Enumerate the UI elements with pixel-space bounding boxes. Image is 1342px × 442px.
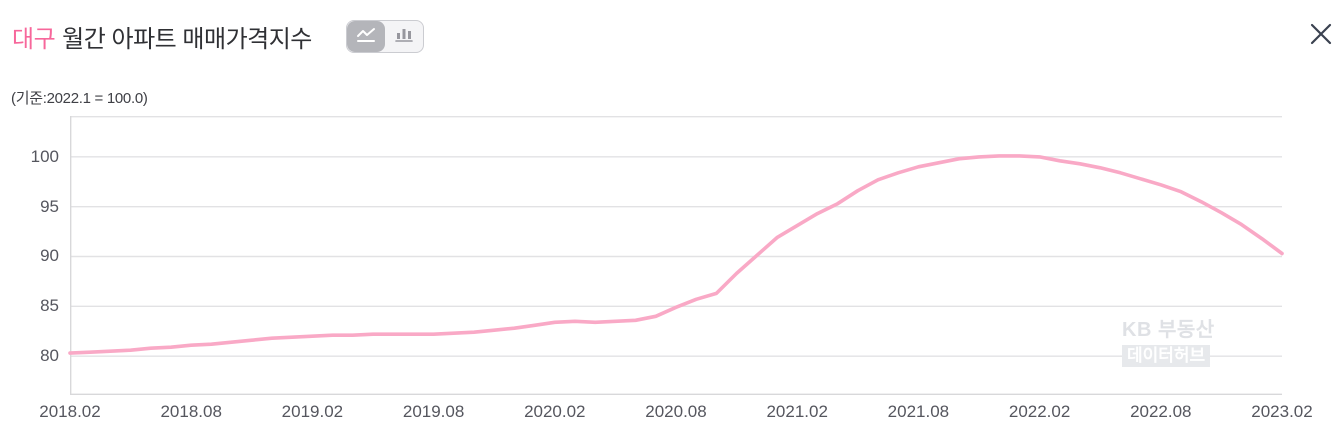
x-axis-tick-label: 2018.02 (39, 402, 101, 421)
x-axis-tick-label: 2020.02 (524, 402, 586, 421)
x-axis-tick-label: 2018.08 (160, 402, 222, 421)
close-button[interactable] (1302, 16, 1340, 54)
region-label: 대구 (12, 26, 56, 53)
y-axis-tick-label: 90 (40, 246, 59, 266)
base-index-note: (기준:2022.1 = 100.0) (11, 90, 148, 107)
y-axis-tick-label: 95 (40, 196, 59, 216)
x-axis-tick-label: 2020.08 (645, 402, 707, 421)
bar-view-button[interactable] (385, 21, 423, 52)
x-axis-tick-label: 2019.08 (402, 402, 465, 421)
x-axis-tick-label: 2021.08 (887, 402, 950, 421)
x-axis-tick-label: 2023.02 (1251, 402, 1313, 421)
watermark: KB 부동산 데이터허브 (1122, 320, 1215, 367)
chart-plot-area (68, 115, 1284, 395)
y-axis-tick-label: 85 (40, 296, 59, 316)
y-axis-tick-label: 100 (30, 146, 59, 166)
chart-type-toggle (346, 20, 424, 53)
x-axis-tick-label: 2021.02 (766, 402, 828, 421)
line-chart-icon (356, 27, 376, 47)
page-title: 대구 월간 아파트 매매가격지수 (12, 19, 312, 54)
bar-chart-icon (394, 27, 414, 47)
title-text: 월간 아파트 매매가격지수 (62, 26, 312, 53)
close-icon (1309, 22, 1333, 49)
watermark-brand: KB 부동산 (1122, 319, 1215, 341)
x-axis-tick-label: 2022.08 (1130, 402, 1192, 421)
y-axis-tick-label: 80 (40, 346, 59, 366)
x-axis-tick-label: 2019.02 (281, 402, 344, 421)
x-axis-tick-label: 2022.02 (1008, 402, 1071, 421)
line-view-button[interactable] (347, 21, 385, 52)
price-index-line-chart (68, 115, 1284, 395)
watermark-service: 데이터허브 (1122, 345, 1211, 367)
price-index-series (68, 154, 1284, 355)
